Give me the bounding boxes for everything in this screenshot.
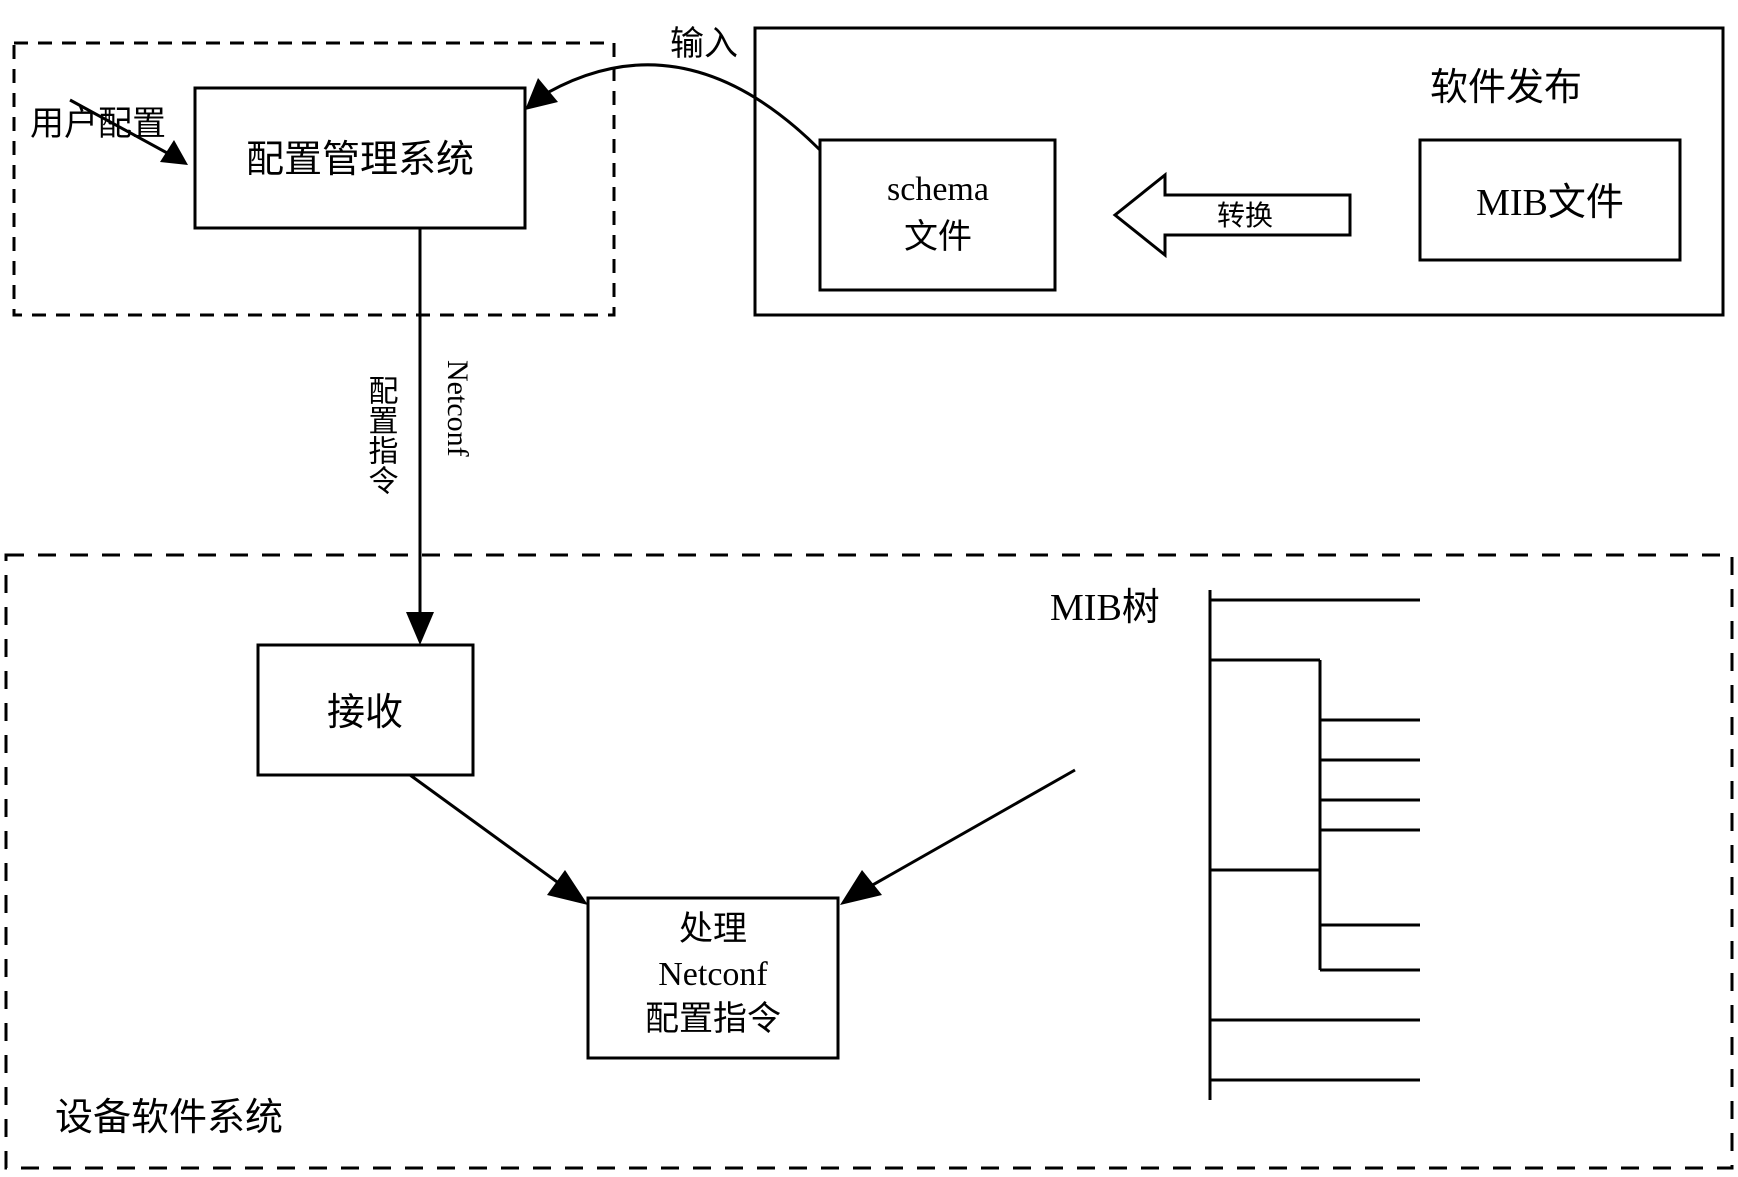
label-mib-tree: MIB树 — [1050, 587, 1160, 629]
label-netconf-vert: Netconf — [441, 360, 474, 457]
label-software-release: 软件发布 — [1430, 67, 1582, 109]
label-receive: 接收 — [327, 692, 403, 734]
label-user-config: 用户配置 — [30, 105, 166, 143]
label-input: 输入 — [670, 25, 738, 63]
node-process: 处理 Netconf 配置指令 — [588, 898, 838, 1058]
label-schema-line1: schema — [887, 171, 989, 208]
node-schema-file: schema 文件 — [820, 140, 1055, 290]
arrow-tree-to-process — [840, 770, 1075, 905]
label-device-system: 设备软件系统 — [55, 1097, 283, 1139]
node-config-mgmt: 配置管理系统 — [195, 88, 525, 228]
arrow-config-to-receive — [406, 228, 434, 645]
label-schema-line2: 文件 — [904, 218, 972, 256]
label-process-line2: Netconf — [658, 956, 768, 993]
mib-tree-structure — [1210, 590, 1420, 1100]
diagram-root: 用户配置 配置管理系统 软件发布 schema 文件 转换 MIB文件 输入 N… — [0, 0, 1738, 1177]
label-mib-file: MIB文件 — [1476, 182, 1624, 224]
node-mib-file: MIB文件 — [1420, 140, 1680, 260]
label-convert: 转换 — [1217, 200, 1273, 232]
label-config-cmd-vert: 配置指令 — [364, 375, 399, 495]
arrow-convert: 转换 — [1115, 175, 1350, 255]
node-receive: 接收 — [258, 645, 473, 775]
container-bottom — [6, 555, 1732, 1168]
label-process-line3: 配置指令 — [645, 1000, 781, 1038]
label-process-line1: 处理 — [679, 911, 747, 948]
arrow-receive-to-process — [410, 775, 588, 905]
label-config-mgmt: 配置管理系统 — [246, 139, 474, 181]
